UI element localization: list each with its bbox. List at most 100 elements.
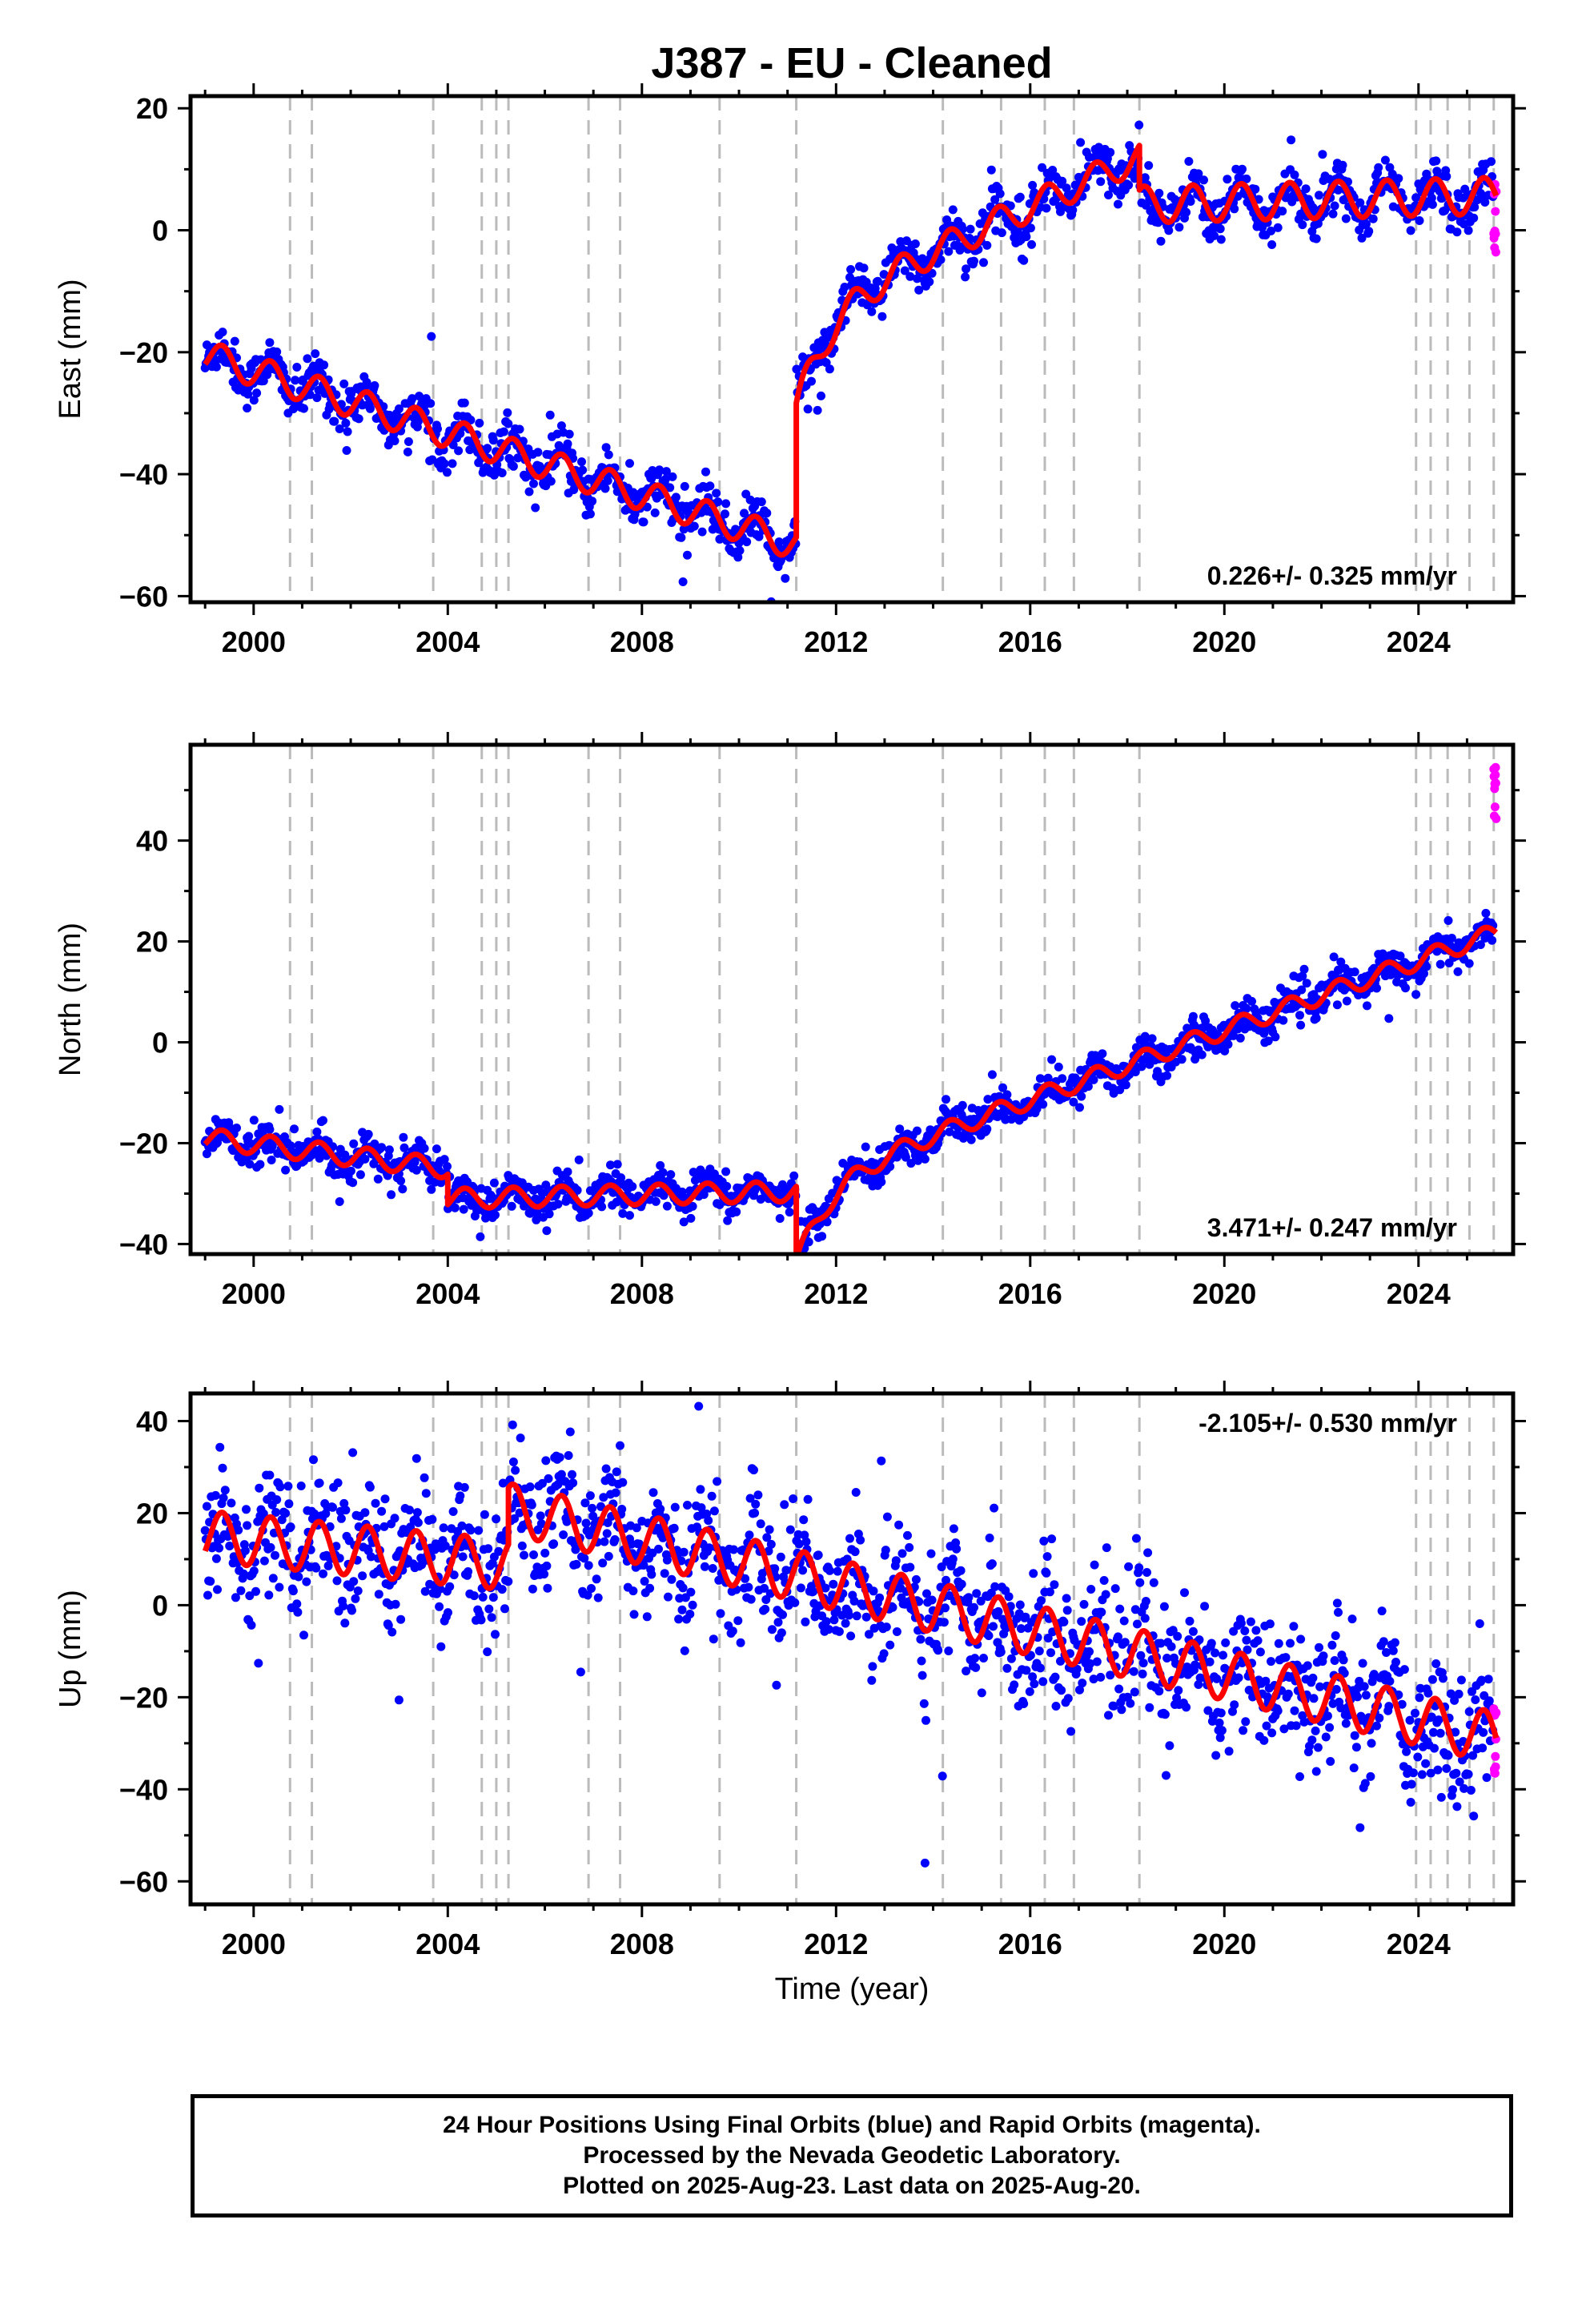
final-point: [508, 1420, 517, 1429]
final-point: [1075, 1103, 1084, 1112]
final-point: [232, 1124, 241, 1132]
final-point: [1119, 1616, 1129, 1626]
final-point: [311, 349, 320, 359]
final-point: [399, 1132, 408, 1142]
final-point: [1296, 1020, 1306, 1030]
final-point: [1135, 1578, 1145, 1587]
y-tick-label: −60: [119, 580, 168, 613]
final-point: [877, 1177, 886, 1187]
final-point: [1431, 156, 1441, 166]
final-point: [686, 1213, 696, 1223]
rapid-positions-scatter: [1489, 762, 1501, 823]
final-point: [1472, 195, 1482, 205]
final-point: [917, 1656, 926, 1666]
final-point: [903, 1530, 912, 1540]
final-point: [1188, 1626, 1198, 1636]
final-point: [1259, 1735, 1269, 1745]
final-point: [825, 364, 834, 374]
final-point: [1274, 1638, 1283, 1648]
final-point: [774, 537, 784, 547]
final-point: [1134, 1563, 1144, 1573]
final-point: [736, 1638, 745, 1647]
final-point: [990, 195, 1000, 204]
final-point: [1174, 223, 1184, 232]
y-axis-label: North (mm): [54, 923, 87, 1076]
final-point: [1448, 1785, 1457, 1795]
final-point: [604, 450, 613, 460]
final-point: [834, 1626, 844, 1636]
final-point: [1099, 1576, 1109, 1585]
final-point: [1388, 1646, 1398, 1655]
final-point: [995, 189, 1005, 199]
final-point: [584, 1561, 593, 1570]
final-point: [882, 1512, 892, 1522]
final-point: [1234, 1673, 1243, 1683]
final-point: [1037, 1596, 1046, 1606]
final-point: [1255, 1647, 1265, 1657]
final-point: [796, 1583, 805, 1593]
final-point: [1367, 1739, 1376, 1748]
final-point: [436, 1642, 446, 1651]
final-point: [1144, 161, 1154, 171]
final-point: [911, 1574, 921, 1584]
final-point: [1217, 1726, 1227, 1735]
final-point: [1096, 177, 1106, 187]
final-point: [1015, 192, 1025, 202]
final-point: [984, 1631, 994, 1640]
final-point: [443, 468, 452, 477]
rapid-point: [1491, 1751, 1500, 1761]
final-point: [398, 1184, 408, 1194]
final-point: [384, 1145, 394, 1155]
final-point: [686, 1587, 696, 1597]
final-point: [348, 1448, 358, 1458]
final-point: [553, 1200, 563, 1209]
final-point: [1058, 1074, 1067, 1084]
final-point: [825, 1566, 834, 1575]
final-point: [1355, 1823, 1365, 1832]
x-axis-label: Time (year): [775, 1972, 930, 2006]
final-point: [685, 1610, 695, 1618]
final-point: [1054, 1062, 1063, 1072]
final-point: [524, 487, 534, 497]
final-point: [894, 1520, 904, 1530]
final-point: [1194, 169, 1203, 179]
final-point: [1210, 231, 1219, 240]
final-point: [1430, 1743, 1439, 1753]
final-point: [545, 410, 555, 420]
final-point: [1028, 180, 1038, 190]
final-point: [1364, 227, 1374, 236]
final-point: [491, 1630, 500, 1639]
final-point: [1273, 223, 1283, 232]
final-point: [1453, 967, 1463, 976]
final-point: [642, 1612, 652, 1622]
final-point: [996, 1647, 1006, 1657]
final-point: [563, 439, 572, 448]
final-point: [1331, 1631, 1340, 1640]
final-point: [661, 467, 671, 476]
final-point: [1042, 1552, 1052, 1562]
final-point: [861, 1612, 871, 1622]
final-point: [507, 1201, 516, 1211]
final-point: [961, 272, 970, 282]
final-point: [1262, 1721, 1271, 1731]
final-point: [1303, 1661, 1312, 1671]
final-point: [701, 467, 710, 476]
final-point: [767, 1625, 777, 1634]
final-point: [390, 436, 400, 445]
final-point: [202, 1149, 211, 1159]
final-point: [1289, 1622, 1299, 1631]
final-point: [1308, 203, 1318, 212]
final-point: [255, 1160, 265, 1169]
final-point: [1106, 147, 1115, 157]
final-point: [1469, 1811, 1479, 1821]
final-point: [1138, 1669, 1147, 1679]
final-point: [404, 437, 413, 446]
final-point: [612, 1160, 622, 1169]
final-point: [504, 419, 513, 428]
final-point: [581, 1518, 591, 1528]
final-point: [249, 396, 259, 405]
final-point: [568, 1478, 578, 1488]
final-point: [558, 1289, 567, 1298]
final-point: [1347, 1614, 1357, 1624]
final-point: [948, 205, 958, 215]
